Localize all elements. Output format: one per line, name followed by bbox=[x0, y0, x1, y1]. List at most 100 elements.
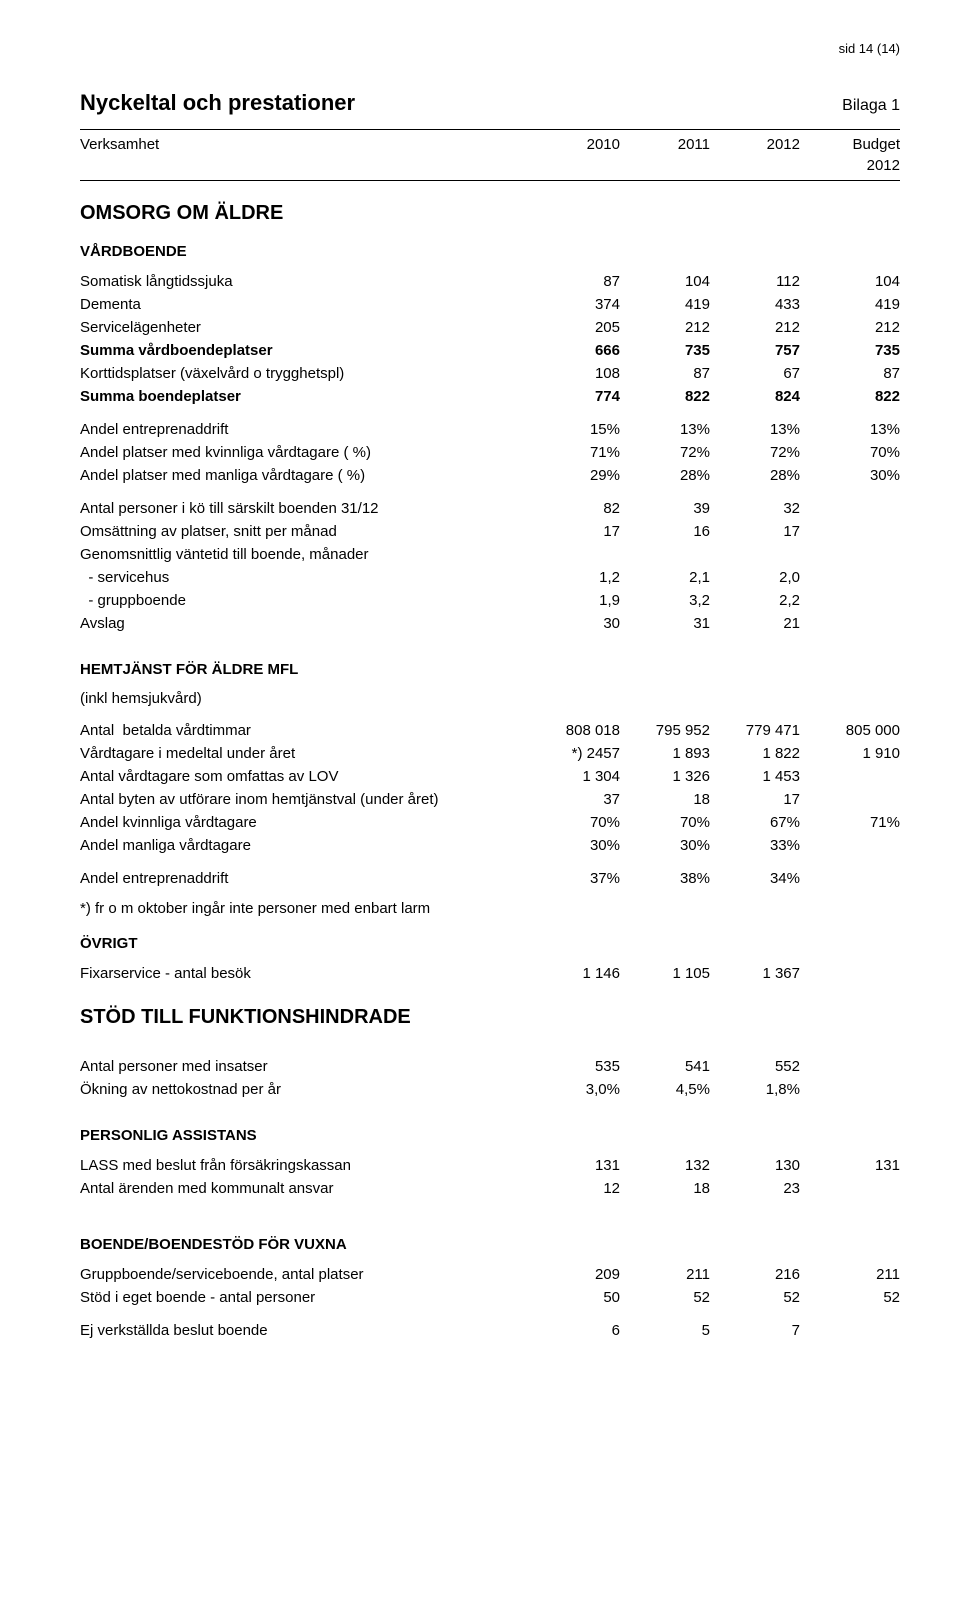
label: Servicelägenheter bbox=[80, 317, 530, 338]
val-col-4 bbox=[800, 613, 900, 634]
val-col-1: 1,2 bbox=[530, 567, 620, 588]
val-col-1: 30 bbox=[530, 613, 620, 634]
stod-row: Ökning av nettokostnad per år3,0%4,5%1,8… bbox=[80, 1078, 900, 1101]
val-col-4: 71% bbox=[800, 812, 900, 833]
val-2012: 757 bbox=[710, 340, 800, 361]
header-budget-label: Budget bbox=[800, 134, 900, 155]
val-2012: 1 367 bbox=[710, 963, 800, 984]
val-col-2: 541 bbox=[620, 1056, 710, 1077]
label: Somatisk långtidssjuka bbox=[80, 271, 530, 292]
header-budget: Budget 2012 bbox=[800, 134, 900, 176]
val-col-2: 16 bbox=[620, 521, 710, 542]
val-col-1: 535 bbox=[530, 1056, 620, 1077]
val-col-2: 4,5% bbox=[620, 1079, 710, 1100]
row-summa-vardboendeplatser: Summa vårdboendeplatser 666 735 757 735 bbox=[80, 339, 900, 362]
page: sid 14 (14) Nyckeltal och prestationer B… bbox=[0, 0, 960, 1402]
page-number: sid 14 (14) bbox=[80, 40, 900, 58]
val-2012: 34% bbox=[710, 868, 800, 889]
val-col-3: 21 bbox=[710, 613, 800, 634]
val-col-4: 30% bbox=[800, 465, 900, 486]
label: Antal betalda vårdtimmar bbox=[80, 720, 530, 741]
hemtjanst-row: Vårdtagare i medeltal under året*) 24571… bbox=[80, 742, 900, 765]
ko-row: Genomsnittlig väntetid till boende, måna… bbox=[80, 543, 900, 566]
subhead-hemtjanst-note: (inkl hemsjukvård) bbox=[80, 688, 900, 709]
val-col-4 bbox=[800, 544, 900, 565]
val-col-3: 72% bbox=[710, 442, 800, 463]
val-2012: 7 bbox=[710, 1320, 800, 1341]
val-budget: 735 bbox=[800, 340, 900, 361]
val-col-4: 805 000 bbox=[800, 720, 900, 741]
val-col-1: 374 bbox=[530, 294, 620, 315]
val-col-2: 211 bbox=[620, 1264, 710, 1285]
val-2011: 735 bbox=[620, 340, 710, 361]
val-col-1: 1,9 bbox=[530, 590, 620, 611]
boende-vuxna-row: Stöd i eget boende - antal personer50525… bbox=[80, 1286, 900, 1309]
val-col-1: 70% bbox=[530, 812, 620, 833]
hemtjanst-row: Antal betalda vårdtimmar808 018795 95277… bbox=[80, 719, 900, 742]
val-col-1: 30% bbox=[530, 835, 620, 856]
val-col-3: 17 bbox=[710, 789, 800, 810]
val-col-3: 1 453 bbox=[710, 766, 800, 787]
hemtjanst-row: Andel kvinnliga vårdtagare70%70%67%71% bbox=[80, 811, 900, 834]
val-2011: 87 bbox=[620, 363, 710, 384]
val-col-3: 17 bbox=[710, 521, 800, 542]
val-col-4 bbox=[800, 498, 900, 519]
val-col-4: 131 bbox=[800, 1155, 900, 1176]
val-col-3 bbox=[710, 544, 800, 565]
header-verksamhet: Verksamhet bbox=[80, 134, 530, 176]
val-col-3: 23 bbox=[710, 1178, 800, 1199]
subhead-ovrigt: ÖVRIGT bbox=[80, 933, 900, 954]
val-col-1: 205 bbox=[530, 317, 620, 338]
val-col-1: 87 bbox=[530, 271, 620, 292]
val-2010: 666 bbox=[530, 340, 620, 361]
hemtjanst-row: Andel manliga vårdtagare30%30%33% bbox=[80, 834, 900, 857]
val-col-3: 28% bbox=[710, 465, 800, 486]
label: Antal personer i kö till särskilt boende… bbox=[80, 498, 530, 519]
val-col-1: 71% bbox=[530, 442, 620, 463]
personlig-row: Antal ärenden med kommunalt ansvar121823 bbox=[80, 1177, 900, 1200]
val-budget: 822 bbox=[800, 386, 900, 407]
label: Summa boendeplatser bbox=[80, 386, 530, 407]
label: Ökning av nettokostnad per år bbox=[80, 1079, 530, 1100]
val-col-4: 13% bbox=[800, 419, 900, 440]
row-summa-boendeplatser: Summa boendeplatser 774 822 824 822 bbox=[80, 385, 900, 408]
val-col-3: 13% bbox=[710, 419, 800, 440]
val-2011: 38% bbox=[620, 868, 710, 889]
val-col-3: 67% bbox=[710, 812, 800, 833]
val-col-2: 52 bbox=[620, 1287, 710, 1308]
label: Fixarservice - antal besök bbox=[80, 963, 530, 984]
val-budget bbox=[800, 963, 900, 984]
subhead-personlig-assistans: PERSONLIG ASSISTANS bbox=[80, 1125, 900, 1146]
label: Korttidsplatser (växelvård o trygghetspl… bbox=[80, 363, 530, 384]
andel-vard-row: Andel entreprenaddrift15%13%13%13% bbox=[80, 418, 900, 441]
label: Andel platser med kvinnliga vårdtagare (… bbox=[80, 442, 530, 463]
attachment-label: Bilaga 1 bbox=[842, 95, 900, 117]
val-col-3: 52 bbox=[710, 1287, 800, 1308]
label: Antal byten av utförare inom hemtjänstva… bbox=[80, 789, 530, 810]
row-ej-verkstallda: Ej verkställda beslut boende 6 5 7 bbox=[80, 1319, 900, 1342]
vardboende-row: Somatisk långtidssjuka87104112104 bbox=[80, 270, 900, 293]
val-col-2: 39 bbox=[620, 498, 710, 519]
val-col-1: 808 018 bbox=[530, 720, 620, 741]
val-col-2: 3,2 bbox=[620, 590, 710, 611]
val-col-4: 70% bbox=[800, 442, 900, 463]
val-2010: 6 bbox=[530, 1320, 620, 1341]
subhead-hemtjanst: HEMTJÄNST FÖR ÄLDRE MFL bbox=[80, 659, 900, 680]
val-col-2: 72% bbox=[620, 442, 710, 463]
val-col-1: 12 bbox=[530, 1178, 620, 1199]
val-col-1: *) 2457 bbox=[530, 743, 620, 764]
label: Gruppboende/serviceboende, antal platser bbox=[80, 1264, 530, 1285]
andel-vard-row: Andel platser med manliga vårdtagare ( %… bbox=[80, 464, 900, 487]
val-col-2: 18 bbox=[620, 789, 710, 810]
block-vardboende: Somatisk långtidssjuka87104112104Dementa… bbox=[80, 270, 900, 339]
val-col-2: 104 bbox=[620, 271, 710, 292]
label: Omsättning av platser, snitt per månad bbox=[80, 521, 530, 542]
boende-vuxna-row: Gruppboende/serviceboende, antal platser… bbox=[80, 1263, 900, 1286]
block-ko: Antal personer i kö till särskilt boende… bbox=[80, 497, 900, 635]
val-col-2: 212 bbox=[620, 317, 710, 338]
val-budget: 87 bbox=[800, 363, 900, 384]
val-col-3: 1,8% bbox=[710, 1079, 800, 1100]
val-col-3: 779 471 bbox=[710, 720, 800, 741]
label: Summa vårdboendeplatser bbox=[80, 340, 530, 361]
val-col-1: 17 bbox=[530, 521, 620, 542]
